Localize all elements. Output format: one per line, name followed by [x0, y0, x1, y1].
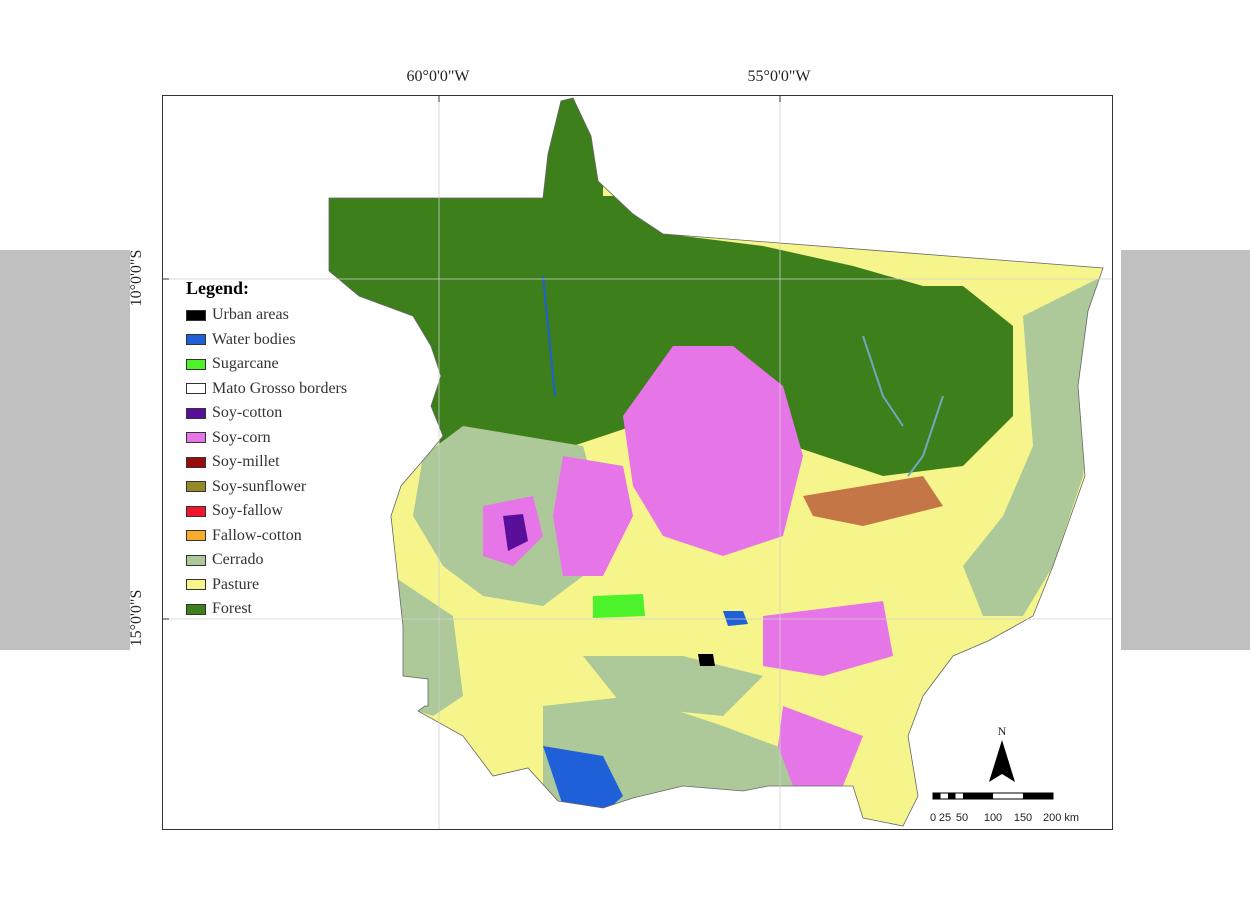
legend-item: Soy-sunflower — [186, 475, 347, 500]
legend-swatch — [186, 554, 206, 566]
scale-label: 150 — [1013, 812, 1033, 824]
legend-item: Soy-fallow — [186, 499, 347, 524]
scale-label: 0 — [929, 812, 937, 824]
legend-label: Mato Grosso borders — [212, 379, 348, 397]
legend-item: Mato Grosso borders — [186, 377, 347, 402]
left-gray-panel — [0, 250, 130, 650]
legend-swatch — [186, 530, 206, 542]
scale-label: 25 — [938, 812, 952, 824]
legend-swatch — [186, 309, 206, 321]
scale-label: 200 km — [1042, 812, 1080, 824]
legend-swatch — [186, 579, 206, 591]
legend-label: Fallow-cotton — [212, 526, 302, 544]
legend-title: Legend: — [186, 278, 249, 298]
north-arrow-label: N — [998, 724, 1007, 738]
map-frame — [162, 95, 1113, 830]
legend-label: Sugarcane — [212, 355, 279, 373]
legend-swatch — [186, 432, 206, 444]
legend-label: Forest — [212, 600, 252, 618]
legend-label: Soy-cotton — [212, 404, 283, 422]
legend-label: Soy-millet — [212, 453, 280, 471]
legend-swatch — [186, 456, 206, 468]
legend-swatch — [186, 505, 206, 517]
scale-label: 100 — [983, 812, 1003, 824]
legend-item: Sugarcane — [186, 352, 347, 377]
state-border — [328, 97, 1104, 827]
legend-item: Pasture — [186, 573, 347, 598]
legend-swatch — [186, 334, 206, 346]
scale-bar — [932, 792, 1054, 800]
legend-label: Urban areas — [212, 306, 289, 324]
legend-label: Soy-fallow — [212, 502, 284, 520]
legend-label: Pasture — [212, 575, 260, 593]
legend-swatch — [186, 358, 206, 370]
legend-swatch — [186, 407, 206, 419]
legend-item: Soy-corn — [186, 426, 347, 451]
longitude-label-60w: 60°0'0"W — [406, 68, 470, 85]
right-gray-panel — [1121, 250, 1250, 650]
longitude-label-55w: 55°0'0"W — [747, 68, 811, 85]
legend-swatch — [186, 383, 206, 395]
legend-label: Soy-sunflower — [212, 477, 307, 495]
legend-item: Fallow-cotton — [186, 524, 347, 549]
legend-label: Cerrado — [212, 551, 264, 569]
north-arrow-icon: N — [989, 724, 1015, 782]
legend-item: Soy-millet — [186, 450, 347, 475]
legend-item: Forest — [186, 597, 347, 622]
scale-label: 50 — [955, 812, 969, 824]
legend-label: Water bodies — [212, 330, 296, 348]
legend-item: Water bodies — [186, 328, 347, 353]
legend-item: Cerrado — [186, 548, 347, 573]
map-legend: Legend: Urban areas Water bodies Sugarcane… — [186, 278, 347, 622]
legend-label: Soy-corn — [212, 428, 271, 446]
legend-swatch — [186, 603, 206, 615]
legend-item: Urban areas — [186, 303, 347, 328]
land-use-map — [163, 96, 1112, 829]
legend-swatch — [186, 481, 206, 493]
legend-item: Soy-cotton — [186, 401, 347, 426]
